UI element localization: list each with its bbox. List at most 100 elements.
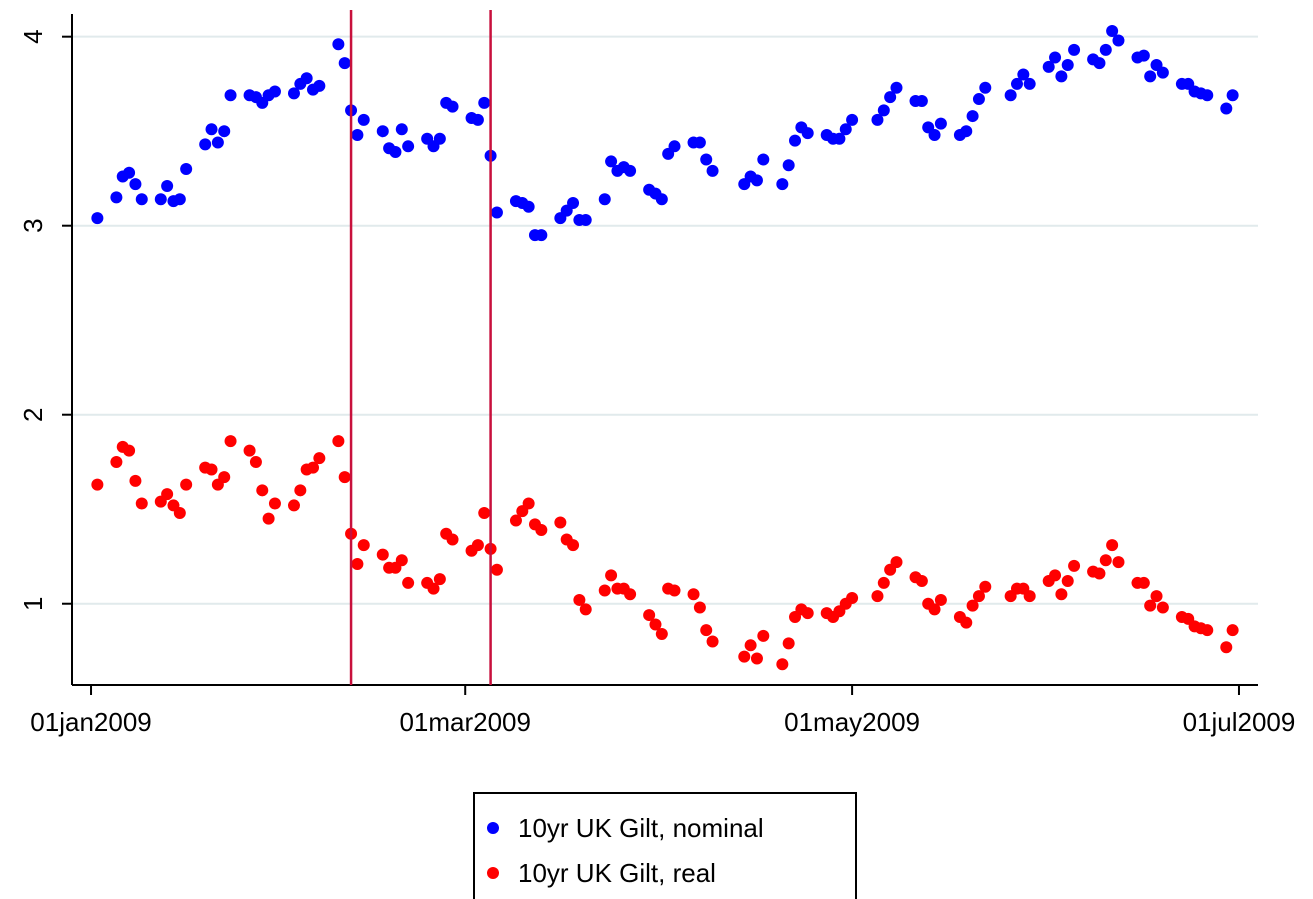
point [1061,59,1074,72]
point [846,113,859,126]
point [738,650,751,663]
x-tick-label: 01mar2009 [399,707,531,737]
point [966,110,979,123]
point [180,162,193,175]
point [884,91,897,104]
point [1068,43,1081,56]
point [579,214,592,227]
point [1061,575,1074,588]
point [782,159,795,172]
point [262,512,275,525]
y-tick-label: 4 [18,29,48,43]
y-tick-label: 1 [18,596,48,610]
point [966,599,979,612]
point [123,444,136,457]
point [605,569,618,582]
point [700,624,713,637]
x-tick-label: 01jan2009 [30,707,151,737]
point [287,87,300,100]
point [1023,77,1036,90]
point [890,81,903,94]
point [129,474,142,487]
point [573,593,586,606]
point [706,164,719,177]
point [877,104,890,117]
point [668,140,681,153]
point [313,79,326,92]
point [757,153,770,166]
point [693,136,706,149]
point [478,506,491,519]
point [1150,590,1163,603]
point [509,514,522,527]
y-tick-label: 2 [18,407,48,421]
point [624,164,637,177]
point [294,484,307,497]
point [687,588,700,601]
point [1226,624,1239,637]
point [211,136,224,149]
point [205,123,218,136]
legend-label: 10yr UK Gilt, nominal [518,813,764,843]
point [915,94,928,107]
point [91,212,104,225]
point [1220,102,1233,115]
point [1055,588,1068,601]
point [960,125,973,138]
point [655,193,668,206]
point [789,134,802,147]
point [782,637,795,650]
point [757,629,770,642]
point [1106,539,1119,552]
point [110,455,123,468]
point [338,471,351,484]
point [624,588,637,601]
point [979,580,992,593]
point [750,652,763,665]
point [1226,89,1239,102]
point [801,127,814,140]
y-tick-label: 3 [18,218,48,232]
point [972,590,985,603]
point [376,125,389,138]
point [972,93,985,106]
point [91,478,104,491]
point [649,618,662,631]
point [402,576,415,589]
point [1099,43,1112,56]
point [357,113,370,126]
point [1137,576,1150,589]
point [1055,70,1068,83]
point [1010,77,1023,90]
point [1023,590,1036,603]
point [268,497,281,510]
point [871,113,884,126]
point [471,539,484,552]
point [846,592,859,605]
point [332,435,345,448]
point [522,200,535,213]
point [307,461,320,474]
point [934,117,947,130]
point [890,556,903,569]
point [224,435,237,448]
legend-marker [487,867,499,879]
point [1099,554,1112,567]
point [700,153,713,166]
point [110,191,123,204]
point [1112,34,1125,47]
point [1004,89,1017,102]
point [135,497,148,510]
point [332,38,345,51]
point [750,174,763,187]
point [668,584,681,597]
point [490,563,503,576]
point [478,96,491,109]
point [605,155,618,168]
point [1220,641,1233,654]
point [801,607,814,620]
point [395,123,408,136]
point [554,516,567,529]
point [1201,624,1214,637]
